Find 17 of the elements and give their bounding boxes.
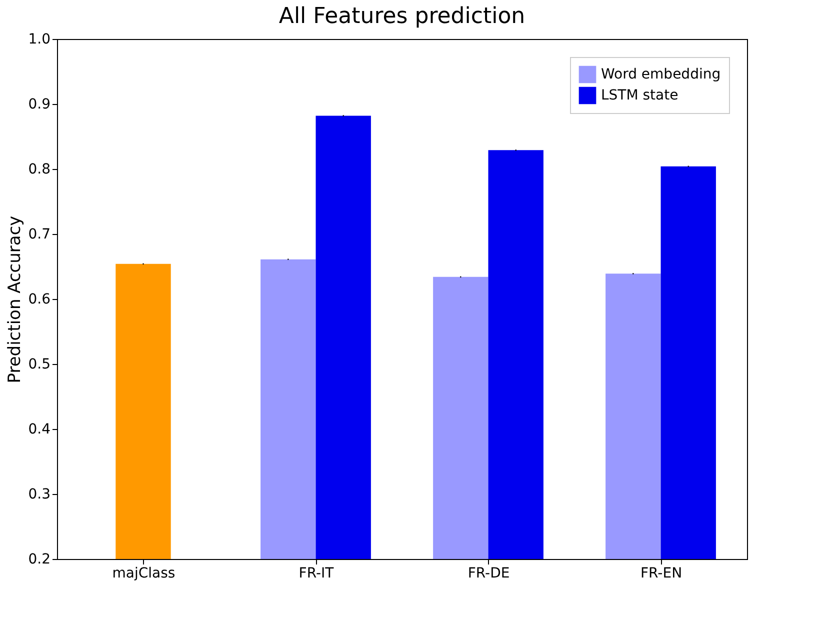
y-tick-label: 0.7: [28, 226, 50, 242]
y-tick-label: 0.8: [28, 162, 50, 178]
x-tick-label: FR-IT: [298, 566, 334, 582]
x-tick-label: majClass: [112, 566, 176, 582]
y-tick-label: 1.0: [28, 32, 50, 48]
y-tick-label: 0.4: [28, 422, 51, 438]
y-tick-label: 0.3: [28, 486, 50, 502]
legend-label: LSTM state: [601, 88, 678, 104]
y-axis-title: Prediction Accuracy: [5, 216, 26, 384]
y-tick-label: 0.9: [28, 96, 50, 112]
y-tick-label: 0.5: [28, 356, 50, 372]
x-tick-label: FR-EN: [640, 566, 682, 582]
y-tick-label: 0.2: [28, 552, 50, 568]
chart-title: All Features prediction: [278, 4, 526, 29]
x-tick-label: FR-DE: [468, 566, 510, 582]
y-tick-label: 0.6: [28, 292, 51, 308]
legend-label: Word embedding: [601, 66, 721, 82]
